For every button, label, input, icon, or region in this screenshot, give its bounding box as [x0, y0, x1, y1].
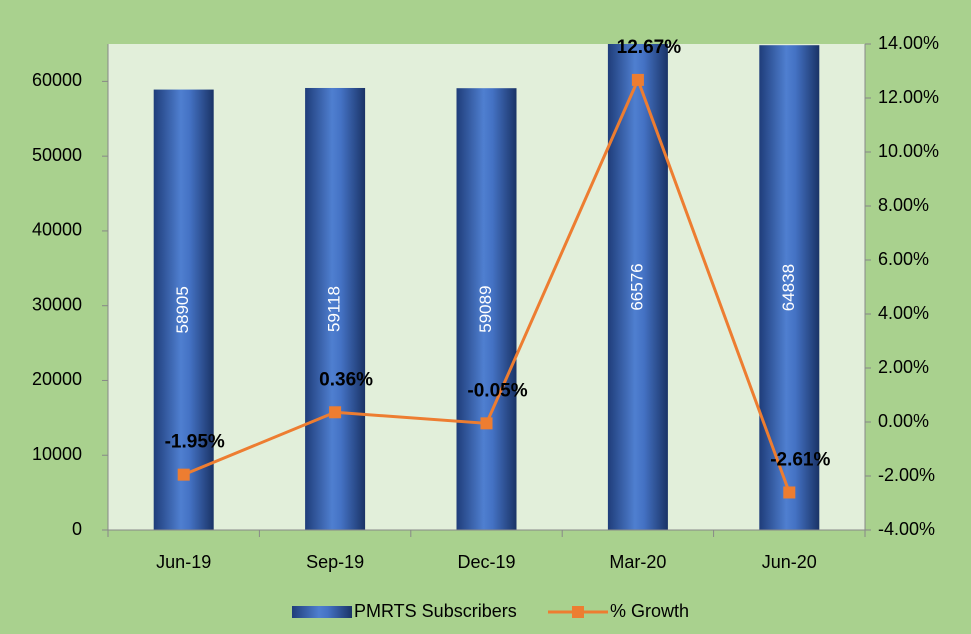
growth-label: -0.05% — [467, 380, 527, 401]
growth-label: -2.61% — [770, 449, 830, 470]
y-tick-label: 40000 — [32, 220, 82, 240]
x-tick-label: Dec-19 — [457, 552, 515, 572]
growth-marker — [783, 486, 796, 499]
growth-marker — [329, 406, 342, 419]
y-tick-label: 0 — [72, 519, 82, 539]
bar — [456, 88, 517, 530]
legend-label: % Growth — [610, 601, 689, 621]
y2-tick-label: 12.00% — [878, 87, 939, 107]
legend-swatch — [292, 606, 352, 618]
y-tick-label: 20000 — [32, 369, 82, 389]
bar — [305, 87, 366, 530]
growth-marker — [177, 468, 190, 481]
growth-marker — [480, 417, 493, 430]
x-tick-label: Jun-20 — [762, 552, 817, 572]
y2-tick-label: 2.00% — [878, 357, 929, 377]
y-tick-label: 50000 — [32, 145, 82, 165]
y2-tick-label: 0.00% — [878, 411, 929, 431]
y-tick-label: 10000 — [32, 444, 82, 464]
legend-swatch-marker — [572, 606, 584, 618]
bar-label: 59118 — [325, 286, 344, 332]
legend-label: PMRTS Subscribers — [354, 601, 517, 621]
x-tick-label: Sep-19 — [306, 552, 364, 572]
y-tick-label: 60000 — [32, 70, 82, 90]
y2-tick-label: 8.00% — [878, 195, 929, 215]
y2-tick-label: 6.00% — [878, 249, 929, 269]
y-tick-label: 30000 — [32, 294, 82, 314]
y2-tick-label: -4.00% — [878, 519, 935, 539]
x-tick-label: Mar-20 — [609, 552, 666, 572]
bar-label: 66576 — [627, 263, 646, 310]
bar-label: 64838 — [779, 264, 798, 311]
y2-tick-label: 10.00% — [878, 141, 939, 161]
y2-tick-label: 14.00% — [878, 33, 939, 53]
growth-label: 12.67% — [617, 37, 682, 58]
bar-label: 59089 — [476, 285, 495, 332]
growth-label: 0.36% — [319, 369, 373, 390]
growth-label: -1.95% — [165, 432, 225, 453]
growth-marker — [631, 73, 644, 86]
bar-label: 58905 — [173, 286, 192, 333]
bar — [153, 89, 214, 530]
x-tick-label: Jun-19 — [156, 552, 211, 572]
y2-tick-label: -2.00% — [878, 465, 935, 485]
bar — [759, 45, 820, 530]
y2-tick-label: 4.00% — [878, 303, 929, 323]
